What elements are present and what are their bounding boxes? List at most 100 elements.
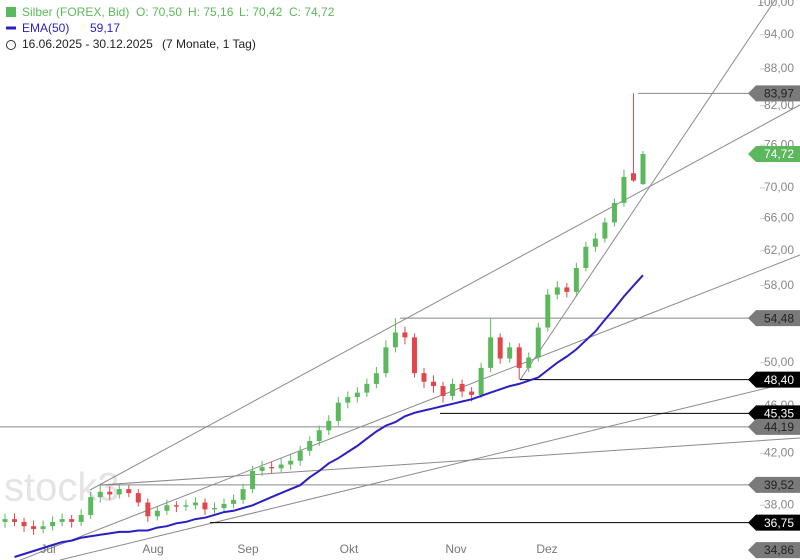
candle-body [59, 519, 65, 522]
candle-body [611, 202, 617, 223]
price-badge-label: 74,72 [764, 147, 794, 161]
candle-body [535, 327, 541, 358]
candle-body [69, 519, 75, 522]
candle-body [602, 222, 608, 239]
candle-body [459, 383, 465, 392]
candle-body [316, 430, 322, 442]
candle-body [88, 497, 94, 515]
candles [2, 93, 646, 535]
candle-body [411, 337, 417, 374]
candle-body [354, 392, 360, 398]
y-tick-label: 42,00 [764, 445, 794, 459]
candle-body [450, 383, 456, 396]
indicator: EMA(50) [22, 21, 69, 35]
y-tick-label: 38,00 [764, 497, 794, 511]
candle-body [392, 332, 398, 348]
indicator-value: 59,17 [90, 21, 120, 35]
ema-line [14, 274, 644, 558]
y-tick-label: 62,00 [764, 243, 794, 257]
candle-body [97, 491, 103, 498]
candle-body [31, 526, 37, 530]
candle-body [516, 347, 522, 368]
candle-body [240, 489, 246, 500]
candle-body [192, 502, 198, 506]
candle-body [335, 402, 341, 421]
header: Silber (FOREX, Bid) O: 70,50 H: 75,16 L:… [6, 5, 335, 51]
price-badge-label: 36,75 [764, 516, 794, 530]
price-badge-label: 83,97 [764, 87, 794, 101]
candle-body [21, 521, 27, 527]
trend-line [19, 254, 800, 560]
trend-line [519, 0, 776, 381]
ohlc-high: H: 75,16 [188, 5, 234, 19]
candle-body [211, 508, 217, 510]
price-badge [748, 310, 800, 327]
y-tick-label: 88,00 [764, 61, 794, 75]
candle-body [583, 246, 589, 268]
candle-body [231, 499, 237, 504]
x-tick-label: Okt [340, 542, 359, 556]
candle-body [40, 526, 46, 530]
candle-body [250, 470, 256, 490]
candle-body [278, 464, 284, 469]
instrument: Silber (FOREX, Bid) [22, 5, 129, 19]
candle-body [50, 521, 56, 527]
candle-body [288, 460, 294, 465]
price-badge-label: 39,52 [764, 478, 794, 492]
candle-body [326, 420, 332, 431]
y-tick-label: 58,00 [764, 278, 794, 292]
period: (7 Monate, 1 Tag) [162, 37, 256, 51]
candle-body [383, 347, 389, 374]
candle-body [545, 294, 551, 328]
candle-body [154, 510, 160, 517]
candle-body [164, 505, 170, 511]
price-badge-label: 45,35 [764, 407, 794, 421]
candle-body [126, 489, 132, 494]
candle-body [564, 287, 570, 292]
price-badge [748, 371, 800, 388]
candle-body [431, 381, 437, 387]
price-badge [748, 476, 800, 493]
candle-body [373, 373, 379, 384]
candle-body [497, 337, 503, 359]
ohlc-close: C: 74,72 [289, 5, 335, 19]
candle-body [135, 493, 141, 503]
candle-body [402, 332, 408, 338]
y-tick-label: 82,00 [764, 98, 794, 112]
candle-body [592, 238, 598, 247]
candle-body [107, 491, 113, 495]
price-badge [748, 405, 800, 422]
candle-body [78, 514, 84, 522]
candle-body [145, 502, 151, 517]
trend-line [99, 437, 800, 486]
clock-icon [6, 40, 16, 50]
date-range: 16.06.2025 - 30.12.2025 [22, 37, 153, 51]
price-badge [748, 514, 800, 531]
candle-body [297, 450, 303, 461]
x-tick-label: Dez [536, 542, 557, 556]
candle-body [554, 287, 560, 295]
candle-body [307, 441, 313, 451]
x-tick-label: Sep [237, 542, 259, 556]
candle-body [269, 467, 275, 469]
candle-body [440, 386, 446, 396]
ohlc-low: L: 70,42 [239, 5, 283, 19]
candle-body [469, 391, 475, 395]
candle-body [526, 357, 532, 368]
y-tick-label: 50,00 [764, 355, 794, 369]
candle-body [478, 367, 484, 395]
y-tick-label: 70,00 [764, 180, 794, 194]
price-badge [748, 145, 800, 162]
candle-body [507, 347, 513, 359]
candle-body [364, 383, 370, 393]
candle-body [630, 173, 636, 181]
candle-body [488, 337, 494, 368]
candle-body [621, 176, 627, 203]
price-badge-label: 54,48 [764, 311, 794, 325]
candle-body [421, 373, 427, 382]
candle-body [221, 503, 227, 509]
candle-body [12, 519, 18, 522]
y-tick-label: 66,00 [764, 211, 794, 225]
